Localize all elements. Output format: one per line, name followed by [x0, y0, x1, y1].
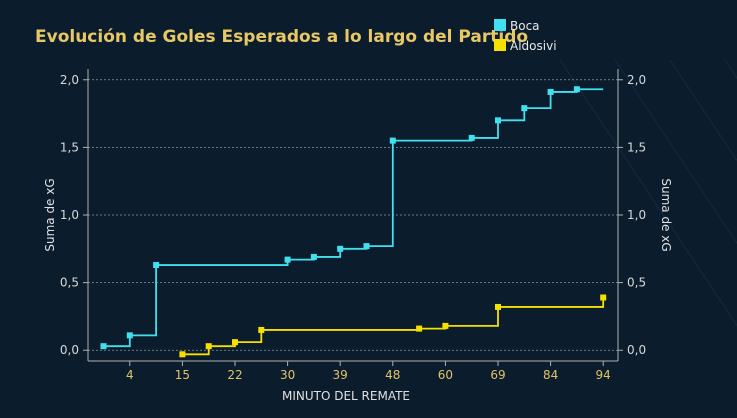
data-point-aldosivi: [416, 325, 423, 332]
legend-swatch-boca: [494, 19, 506, 31]
series-layer: [100, 86, 607, 358]
data-point-boca: [337, 245, 344, 252]
y-tick-label: 2,0: [60, 73, 79, 87]
data-point-boca: [547, 88, 554, 95]
data-point-boca: [468, 134, 475, 141]
data-point-boca: [153, 262, 160, 269]
data-point-aldosivi: [258, 326, 265, 333]
data-point-aldosivi: [495, 303, 501, 310]
x-tick-label: 4: [126, 368, 134, 382]
series-line-boca: [103, 88, 604, 348]
y-tick-label: 1,0: [60, 208, 79, 222]
data-point-boca: [389, 137, 396, 144]
data-point-boca: [100, 343, 107, 350]
y-tick-label-right: 0,0: [627, 343, 646, 357]
y-tick-label: 0,5: [60, 276, 79, 290]
data-point-aldosivi: [442, 322, 449, 329]
data-point-boca: [363, 243, 370, 250]
axes: [87, 69, 619, 362]
y-axis-label-right: Suma de xG: [659, 178, 673, 251]
legend: Boca Aldosivi: [494, 19, 557, 53]
x-tick-label: 22: [227, 368, 242, 382]
grid: [83, 79, 623, 351]
x-tick-label: 94: [596, 368, 611, 382]
y-tick-label-right: 0,5: [627, 276, 646, 290]
x-tick-label: 48: [385, 368, 400, 382]
chart-title: Evolución de Goles Esperados a lo largo …: [35, 27, 528, 47]
x-tick-label: 84: [543, 368, 558, 382]
x-tick-labels: 4 15 22 30 39 48 60 69 84 94: [126, 361, 611, 382]
data-point-boca: [521, 105, 528, 112]
y-tick-label: 0,0: [60, 343, 79, 357]
x-tick-label: 60: [438, 368, 453, 382]
data-point-aldosivi: [205, 343, 212, 350]
x-tick-label: 15: [175, 368, 190, 382]
data-point-boca: [126, 332, 133, 339]
legend-swatch-aldosivi: [494, 39, 506, 51]
y-tick-label-right: 1,5: [627, 140, 646, 154]
data-point-boca: [573, 86, 580, 93]
series-line-aldosivi: [182, 297, 605, 356]
bg-stripe: [669, 59, 737, 162]
data-point-aldosivi: [179, 351, 186, 358]
data-point-aldosivi: [232, 339, 238, 346]
data-point-aldosivi: [600, 294, 607, 301]
bg-stripe: [724, 59, 737, 79]
x-tick-label: 39: [333, 368, 348, 382]
x-tick-label: 69: [490, 368, 505, 382]
x-tick-label: 30: [280, 368, 295, 382]
y-axis-label-left: Suma de xG: [43, 178, 57, 251]
legend-label-boca: Boca: [510, 19, 540, 33]
background-stripes: [559, 59, 737, 327]
bg-stripe: [559, 59, 737, 327]
x-axis-label: MINUTO DEL REMATE: [282, 389, 410, 403]
y-tick-labels-left: 0,0 0,5 1,0 1,5 2,0: [60, 73, 79, 357]
data-point-boca: [284, 256, 291, 263]
y-tick-label: 1,5: [60, 140, 79, 154]
y-tick-labels-right: 0,0 0,5 1,0 1,5 2,0: [627, 73, 646, 357]
data-point-boca: [310, 253, 317, 260]
data-point-boca: [495, 117, 501, 124]
y-tick-label-right: 1,0: [627, 208, 646, 222]
bg-stripe: [614, 59, 737, 244]
legend-label-aldosivi: Aldosivi: [510, 39, 557, 53]
y-tick-label-right: 2,0: [627, 73, 646, 87]
